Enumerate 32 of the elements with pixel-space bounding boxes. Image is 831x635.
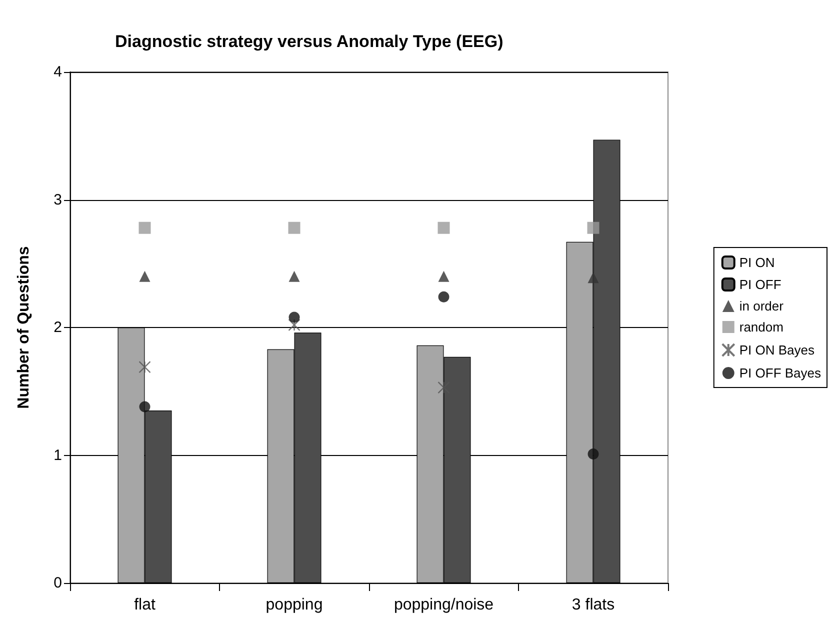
- legend-label: in order: [739, 298, 784, 314]
- y-axis-title: Number of Questions: [16, 246, 32, 409]
- point: [438, 381, 450, 394]
- legend-label: PI ON Bayes: [739, 342, 816, 358]
- point: [139, 270, 150, 282]
- point: [288, 312, 300, 323]
- chart-title: Diagnostic strategy versus Anomaly Type (EEG): [115, 32, 504, 51]
- y-tick-label: 1: [54, 446, 62, 464]
- point: [438, 291, 450, 302]
- y-tick-label: 4: [54, 64, 62, 80]
- point: [138, 361, 151, 374]
- point: [138, 222, 151, 234]
- y-tick-label: 0: [54, 574, 62, 592]
- point: [587, 222, 600, 234]
- legend-label: PI ON: [739, 255, 775, 270]
- point: [288, 270, 300, 282]
- x-tick-label: 3 flats: [572, 596, 615, 614]
- x-tick-label: flat: [134, 596, 156, 614]
- point: [588, 272, 599, 284]
- y-tick-label: 2: [54, 319, 62, 336]
- point: [139, 401, 150, 412]
- x-tick-label: popping: [266, 596, 323, 614]
- x-tick-label: popping/noise: [394, 596, 494, 614]
- point: [288, 318, 300, 332]
- legend-label: PI OFF Bayes: [739, 366, 822, 380]
- legend-label: random: [739, 320, 784, 334]
- point: [438, 270, 450, 282]
- point: [288, 222, 300, 234]
- point: [438, 222, 450, 234]
- y-tick-label: 3: [54, 191, 62, 208]
- point: [588, 448, 599, 460]
- legend-label: PI OFF: [739, 277, 782, 292]
